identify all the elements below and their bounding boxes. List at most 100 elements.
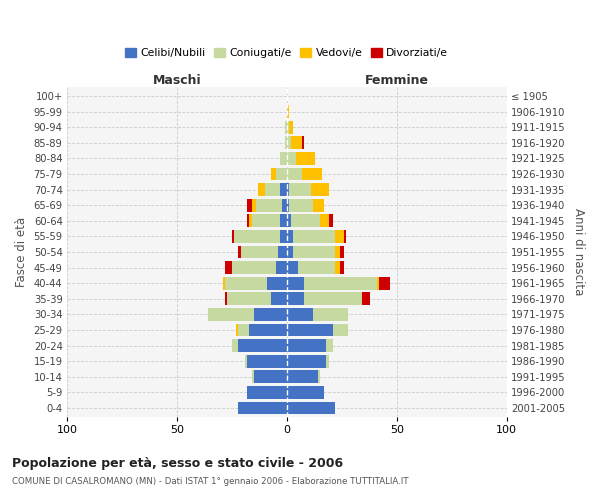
Bar bbox=[256, 199, 283, 211]
Bar bbox=[287, 261, 298, 274]
Bar bbox=[227, 292, 271, 305]
Bar bbox=[238, 246, 241, 258]
Bar bbox=[335, 261, 340, 274]
Bar bbox=[238, 402, 287, 414]
Bar bbox=[289, 183, 311, 196]
Bar bbox=[267, 277, 287, 289]
Bar bbox=[278, 246, 287, 258]
Bar bbox=[283, 199, 287, 211]
Bar bbox=[247, 355, 287, 368]
Bar bbox=[271, 292, 287, 305]
Bar bbox=[258, 183, 265, 196]
Bar bbox=[284, 120, 287, 134]
Bar bbox=[251, 214, 280, 227]
Bar bbox=[284, 136, 287, 149]
Bar bbox=[276, 168, 287, 180]
Bar bbox=[287, 199, 289, 211]
Bar bbox=[287, 105, 289, 118]
Bar bbox=[250, 214, 251, 227]
Bar bbox=[326, 355, 329, 368]
Bar bbox=[287, 277, 304, 289]
Bar bbox=[335, 246, 340, 258]
Bar bbox=[251, 199, 256, 211]
Bar bbox=[225, 277, 267, 289]
Bar bbox=[287, 355, 326, 368]
Bar bbox=[232, 230, 234, 243]
Bar bbox=[247, 199, 251, 211]
Bar bbox=[287, 246, 293, 258]
Bar bbox=[379, 277, 390, 289]
Bar bbox=[287, 292, 304, 305]
Bar bbox=[287, 386, 324, 399]
Bar bbox=[329, 214, 333, 227]
Bar bbox=[313, 308, 349, 321]
Bar bbox=[208, 308, 254, 321]
Bar bbox=[287, 120, 289, 134]
Bar bbox=[234, 230, 280, 243]
Bar bbox=[236, 324, 238, 336]
Bar bbox=[280, 214, 287, 227]
Bar bbox=[344, 230, 346, 243]
Text: COMUNE DI CASALROMANO (MN) - Dati ISTAT 1° gennaio 2006 - Elaborazione TUTTITALI: COMUNE DI CASALROMANO (MN) - Dati ISTAT … bbox=[12, 478, 409, 486]
Y-axis label: Fasce di età: Fasce di età bbox=[15, 217, 28, 287]
Bar bbox=[232, 339, 238, 352]
Bar bbox=[280, 152, 287, 165]
Bar bbox=[287, 136, 291, 149]
Bar bbox=[304, 292, 362, 305]
Bar bbox=[287, 168, 302, 180]
Bar bbox=[247, 386, 287, 399]
Bar bbox=[291, 136, 302, 149]
Y-axis label: Anni di nascita: Anni di nascita bbox=[572, 208, 585, 296]
Bar bbox=[340, 261, 344, 274]
Bar bbox=[287, 183, 289, 196]
Bar bbox=[289, 120, 293, 134]
Bar bbox=[320, 214, 329, 227]
Bar bbox=[340, 246, 344, 258]
Bar bbox=[333, 324, 349, 336]
Bar bbox=[362, 292, 370, 305]
Bar bbox=[250, 324, 287, 336]
Bar bbox=[302, 136, 304, 149]
Bar bbox=[271, 168, 276, 180]
Bar bbox=[287, 402, 335, 414]
Bar bbox=[287, 324, 333, 336]
Bar bbox=[287, 214, 291, 227]
Bar bbox=[311, 183, 329, 196]
Bar bbox=[296, 152, 316, 165]
Bar bbox=[223, 277, 225, 289]
Bar bbox=[377, 277, 379, 289]
Bar bbox=[287, 230, 293, 243]
Bar bbox=[225, 261, 232, 274]
Bar bbox=[326, 339, 333, 352]
Bar bbox=[287, 339, 326, 352]
Bar bbox=[287, 308, 313, 321]
Bar bbox=[313, 199, 324, 211]
Bar bbox=[317, 370, 320, 384]
Bar bbox=[304, 277, 377, 289]
Bar bbox=[293, 246, 335, 258]
Text: Maschi: Maschi bbox=[152, 74, 201, 88]
Bar bbox=[298, 261, 335, 274]
Bar bbox=[280, 183, 287, 196]
Bar bbox=[287, 370, 317, 384]
Bar bbox=[287, 152, 296, 165]
Text: Popolazione per età, sesso e stato civile - 2006: Popolazione per età, sesso e stato civil… bbox=[12, 458, 343, 470]
Bar bbox=[232, 261, 276, 274]
Bar bbox=[289, 199, 313, 211]
Bar bbox=[335, 230, 344, 243]
Bar bbox=[245, 355, 247, 368]
Bar bbox=[241, 246, 278, 258]
Bar bbox=[247, 214, 250, 227]
Legend: Celibi/Nubili, Coniugati/e, Vedovi/e, Divorziati/e: Celibi/Nubili, Coniugati/e, Vedovi/e, Di… bbox=[121, 44, 452, 62]
Bar bbox=[254, 308, 287, 321]
Bar bbox=[280, 230, 287, 243]
Bar bbox=[238, 339, 287, 352]
Text: Femmine: Femmine bbox=[365, 74, 429, 88]
Bar bbox=[265, 183, 280, 196]
Bar bbox=[276, 261, 287, 274]
Bar bbox=[291, 214, 320, 227]
Bar bbox=[293, 230, 335, 243]
Bar bbox=[238, 324, 250, 336]
Bar bbox=[225, 292, 227, 305]
Bar bbox=[254, 370, 287, 384]
